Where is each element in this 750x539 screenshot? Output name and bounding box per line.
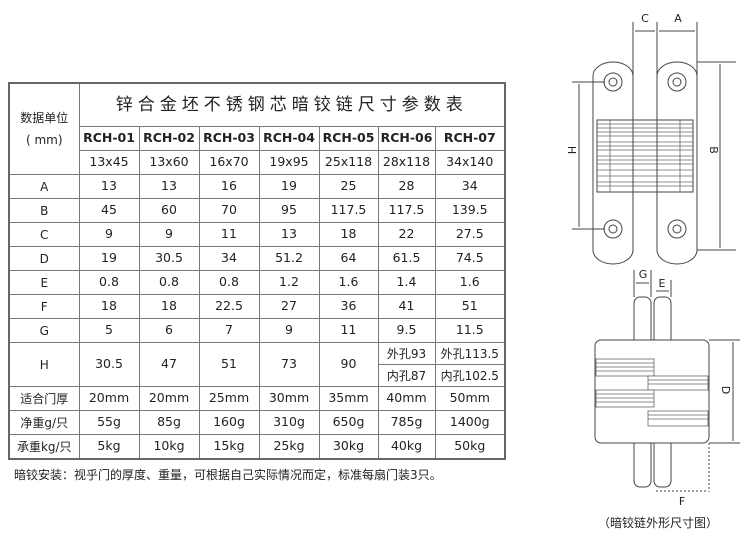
table-cell: 650g: [318, 410, 379, 435]
table-cell: 74.5: [434, 246, 506, 271]
size-row: 13x45 13x60 16x70 19x95 25x118 28x118 34…: [9, 150, 506, 175]
table-cell: 310g: [258, 410, 320, 435]
table-cell: 61.5: [377, 246, 436, 271]
table-title: 锌合金坯不锈钢芯暗铰链尺寸参数表: [78, 82, 506, 127]
table-row: 承重kg/只 5kg 10kg 15kg 25kg 30kg 40kg 50kg: [8, 434, 506, 460]
table-row: 净重g/只 55g 85g 160g 310g 650g 785g 1400g: [8, 410, 506, 435]
spec-table: 数据单位( mm) 锌合金坯不锈钢芯暗铰链尺寸参数表 RCH-01 RCH-02…: [8, 82, 506, 460]
table-cell: 15kg: [198, 434, 260, 460]
table-cell: 117.5: [377, 198, 436, 223]
table-cell: 22.5: [198, 294, 260, 319]
dim-label-e: E: [659, 277, 666, 290]
table-cell: 16: [198, 174, 260, 199]
size-cell: 13x60: [138, 150, 200, 175]
table-row: E 0.8 0.8 0.8 1.2 1.6 1.4 1.6: [8, 270, 506, 295]
diagram-caption: （暗铰链外形尺寸图）: [598, 516, 719, 530]
table-cell-inner-hole: 内孔102.5: [434, 364, 506, 387]
table-cell: 85g: [138, 410, 200, 435]
model-header: RCH-01: [78, 126, 140, 151]
unit-label: 数据单位( mm): [8, 82, 80, 175]
table-cell: 5kg: [78, 434, 140, 460]
table-cell: 11: [198, 222, 260, 247]
table-cell: 51: [434, 294, 506, 319]
dim-label-f: F: [679, 495, 685, 508]
table-cell: 1.6: [434, 270, 506, 295]
size-cell: 13x45: [78, 150, 140, 175]
hinge-side-view: [594, 270, 740, 492]
installation-note: 暗铰安装：视乎门的厚度、重量，可根据自己实际情况而定，标准每扇门装3只。: [14, 468, 442, 482]
table-cell: 9.5: [377, 318, 436, 343]
row-label: 承重kg/只: [8, 434, 80, 460]
table-cell: 18: [318, 222, 379, 247]
table-cell: 9: [258, 318, 320, 343]
row-label: D: [8, 246, 80, 271]
row-label: A: [8, 174, 80, 199]
table-cell: 13: [138, 174, 200, 199]
table-cell: 1400g: [434, 410, 506, 435]
table-cell: 64: [318, 246, 379, 271]
table-cell: 11.5: [434, 318, 506, 343]
model-header: RCH-03: [198, 126, 260, 151]
table-cell: 785g: [377, 410, 436, 435]
table-cell: 139.5: [434, 198, 506, 223]
size-cell: 25x118: [318, 150, 379, 175]
table-cell: 0.8: [138, 270, 200, 295]
row-label: B: [8, 198, 80, 223]
size-cell: 16x70: [198, 150, 260, 175]
table-cell-outer-hole: 外孔113.5: [434, 342, 506, 365]
row-label: 净重g/只: [8, 410, 80, 435]
table-cell: 35mm: [318, 386, 379, 411]
row-label: C: [8, 222, 80, 247]
table-cell: 73: [258, 342, 320, 387]
dim-label-b: B: [707, 146, 720, 154]
table-cell: 25kg: [258, 434, 320, 460]
model-header: RCH-07: [434, 126, 506, 151]
table-cell: 18: [138, 294, 200, 319]
dim-label-c: C: [641, 12, 649, 25]
table-cell: 160g: [198, 410, 260, 435]
table-cell: 6: [138, 318, 200, 343]
table-cell: 27.5: [434, 222, 506, 247]
table-row: B 45 60 70 95 117.5 117.5 139.5: [8, 198, 506, 223]
size-cell: 19x95: [258, 150, 320, 175]
size-cell: 34x140: [434, 150, 506, 175]
model-header: RCH-04: [258, 126, 320, 151]
dim-label-g: G: [639, 268, 648, 281]
table-cell: 0.8: [198, 270, 260, 295]
table-cell: 40kg: [377, 434, 436, 460]
table-cell: 45: [78, 198, 140, 223]
model-row: RCH-01 RCH-02 RCH-03 RCH-04 RCH-05 RCH-0…: [9, 126, 506, 151]
table-cell: 0.8: [78, 270, 140, 295]
table-cell: 30kg: [318, 434, 379, 460]
table-cell: 60: [138, 198, 200, 223]
table-cell: 20mm: [138, 386, 200, 411]
table-cell: 10kg: [138, 434, 200, 460]
dim-label-h: H: [565, 146, 578, 154]
table-cell: 25: [318, 174, 379, 199]
table-cell: 1.2: [258, 270, 320, 295]
dim-label-d: D: [719, 386, 732, 394]
hinge-front-view: [572, 22, 736, 265]
table-row: A 13 13 16 19 25 28 34: [8, 174, 506, 199]
table-cell: 90: [318, 342, 379, 387]
model-header: RCH-05: [318, 126, 379, 151]
row-label: E: [8, 270, 80, 295]
dim-label-a: A: [674, 12, 682, 25]
table-cell: 50kg: [434, 434, 506, 460]
